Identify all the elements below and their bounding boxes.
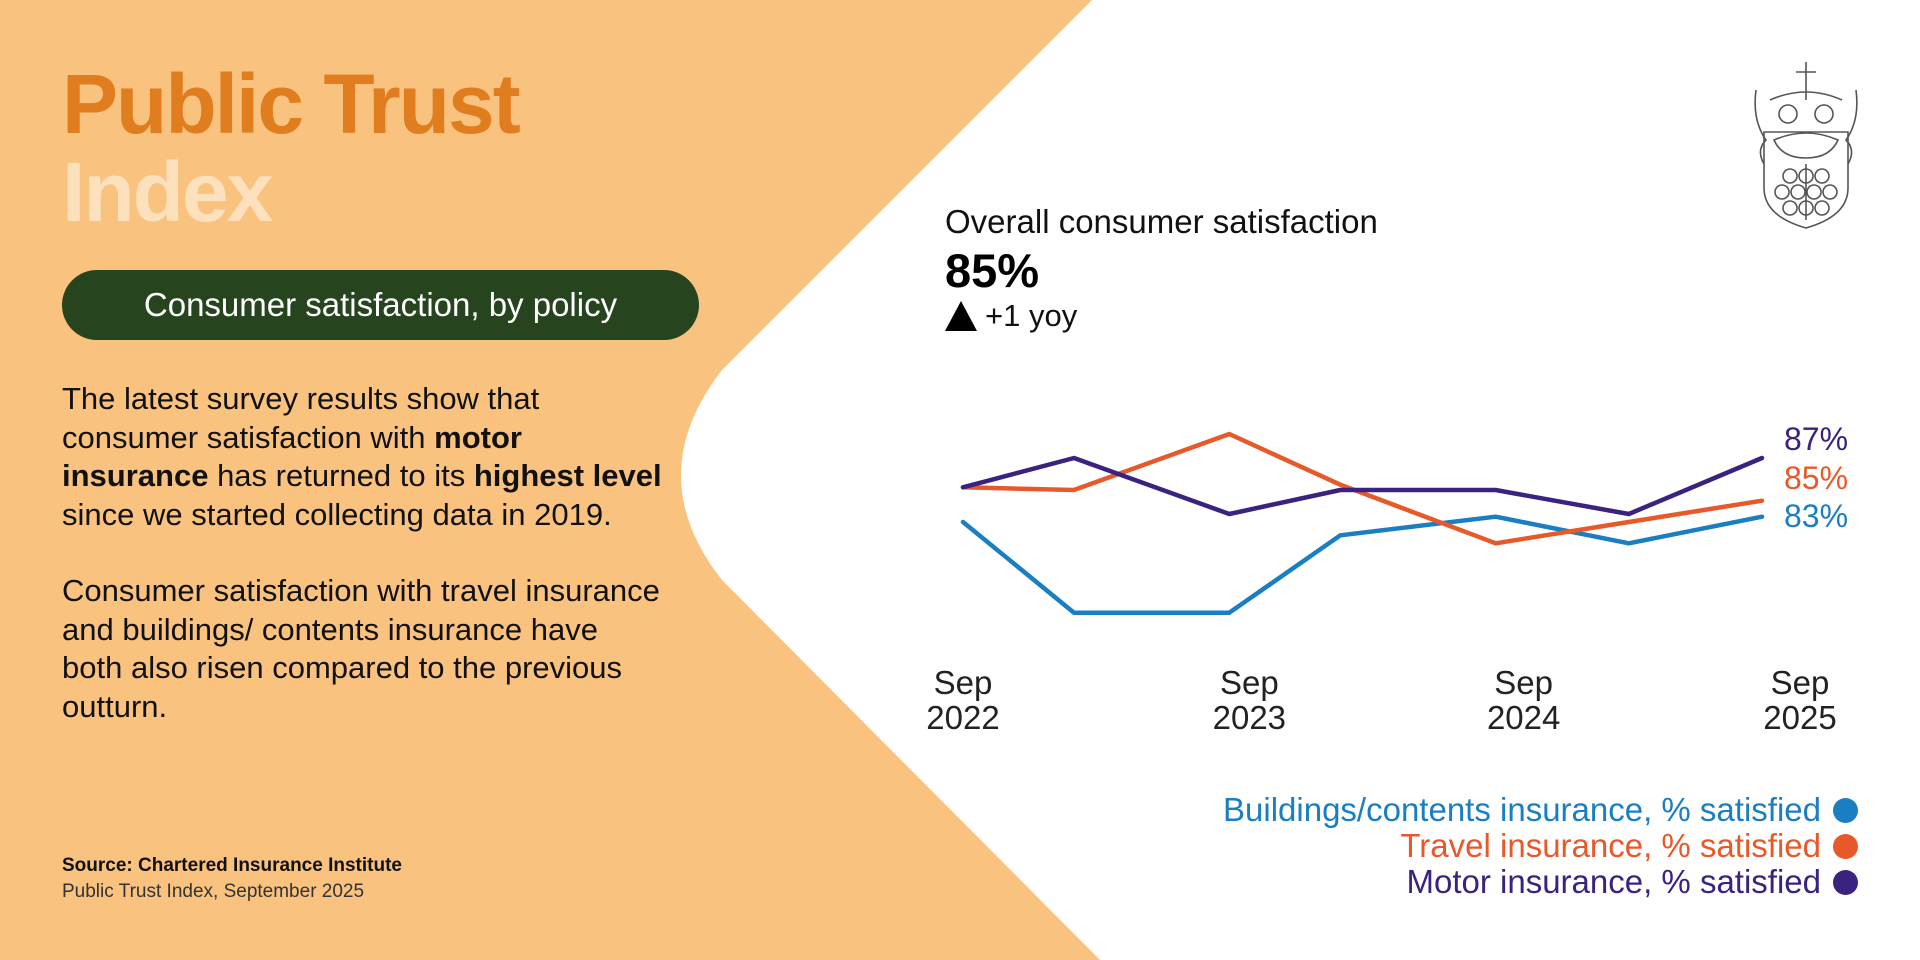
end-label-2: 87% (1784, 421, 1848, 457)
source-line-2: Public Trust Index, September 2025 (62, 881, 365, 902)
description-paragraph-2: Consumer satisfaction with travel insura… (62, 573, 660, 724)
legend-item-travel: Travel insurance, % satisfied (1223, 827, 1858, 864)
p1-text-c: has returned to its (208, 458, 474, 493)
source-line-1: Source: Chartered Insurance Institute (62, 855, 402, 876)
p1-text-a: The latest survey results show that cons… (62, 381, 540, 455)
legend-dot-motor (1833, 869, 1858, 895)
series-line-1 (960, 431, 1765, 546)
x-tick-label-3: Sep 2025 (1763, 664, 1836, 736)
overall-satisfaction-label: Overall consumer satisfaction (945, 203, 1378, 240)
yoy-change-text: +1 yoy (985, 298, 1078, 333)
legend-dot-travel (1833, 833, 1858, 859)
end-label-0: 83% (1784, 498, 1848, 534)
chart-legend: Buildings/contents insurance, % satisfie… (1223, 791, 1858, 900)
x-tick-label-2: Sep 2024 (1487, 664, 1560, 736)
x-tick-label-0: Sep 2022 (926, 664, 999, 736)
series-line-0 (960, 514, 1765, 615)
yoy-change: +1 yoy (945, 298, 1077, 334)
page-title-line-2: Index (62, 145, 273, 239)
legend-item-motor: Motor insurance, % satisfied (1223, 863, 1858, 900)
series-line-2 (960, 455, 1765, 517)
p1-emphasis-motor: motor insurance (62, 419, 522, 494)
page-title-line-1: Public Trust (62, 57, 521, 151)
end-label-1: 85% (1784, 460, 1848, 496)
legend-label-motor: Motor insurance, % satisfied (1406, 863, 1821, 900)
legend-item-buildings: Buildings/contents insurance, % satisfie… (1223, 791, 1858, 828)
section-label-pill: Consumer satisfaction, by policy (62, 270, 699, 340)
source-note: Source: Chartered Insurance Institute Pu… (62, 853, 402, 905)
triangle-up-icon (945, 301, 977, 331)
p1-text-e: since we started collecting data in 2019… (62, 496, 612, 532)
coat-of-arms-icon (1754, 62, 1858, 229)
description-text: The latest survey results show that cons… (62, 380, 662, 764)
overall-satisfaction-value: 85% (945, 244, 1040, 297)
x-tick-label-1: Sep 2023 (1213, 664, 1286, 736)
legend-label-buildings: Buildings/contents insurance, % satisfie… (1223, 791, 1821, 828)
peach-background-shape (0, 0, 1100, 960)
description-paragraph-1: The latest survey results show that cons… (62, 380, 662, 534)
legend-label-travel: Travel insurance, % satisfied (1400, 827, 1821, 864)
legend-dot-buildings (1833, 797, 1858, 823)
p1-emphasis-highest: highest level (473, 458, 662, 493)
